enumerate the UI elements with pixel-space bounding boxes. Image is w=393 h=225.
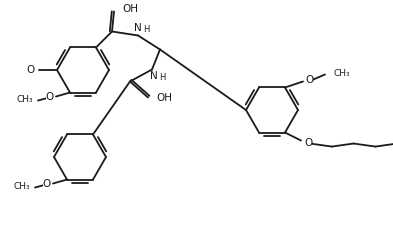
Text: OH: OH	[156, 93, 172, 104]
Text: CH₃: CH₃	[17, 95, 33, 104]
Text: N: N	[134, 23, 142, 34]
Text: CH₃: CH₃	[333, 69, 350, 78]
Text: H: H	[143, 25, 149, 34]
Text: O: O	[304, 137, 312, 148]
Text: H: H	[159, 73, 165, 82]
Text: OH: OH	[122, 4, 138, 14]
Text: CH₃: CH₃	[13, 182, 30, 191]
Text: O: O	[43, 178, 51, 189]
Text: O: O	[27, 65, 35, 75]
Text: O: O	[305, 75, 313, 86]
Text: O: O	[46, 92, 54, 101]
Text: N: N	[150, 72, 158, 81]
